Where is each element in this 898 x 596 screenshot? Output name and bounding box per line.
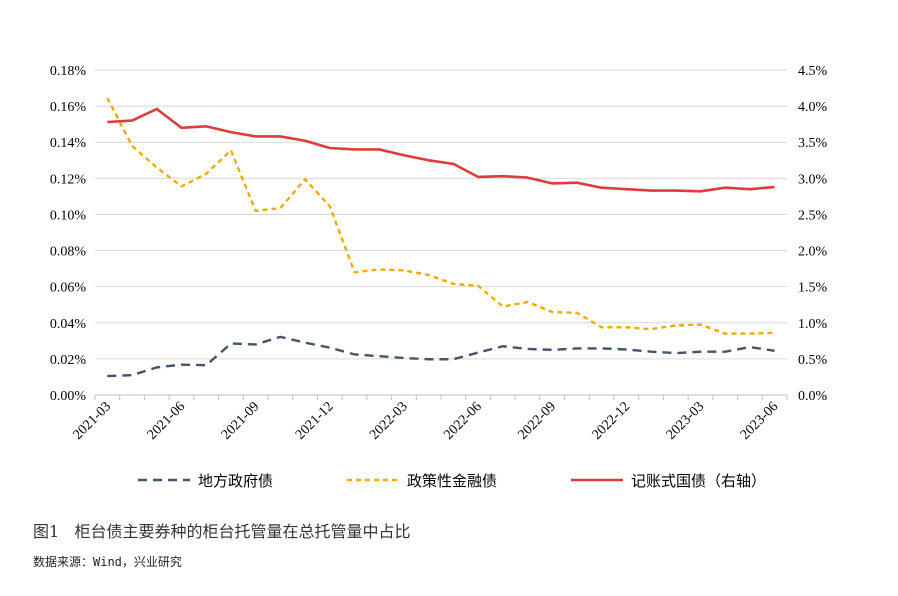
x-tick-label: 2021-12 bbox=[293, 399, 337, 443]
right-tick-label: 1.0% bbox=[798, 317, 828, 332]
x-tick-label: 2023-03 bbox=[664, 399, 708, 443]
right-tick-label: 0.5% bbox=[798, 353, 828, 368]
left-tick-label: 0.04% bbox=[50, 317, 87, 332]
right-tick-label: 3.5% bbox=[798, 136, 828, 151]
left-tick-label: 0.08% bbox=[50, 245, 87, 260]
x-tick-label: 2021-06 bbox=[145, 399, 189, 443]
left-tick-label: 0.14% bbox=[50, 136, 87, 151]
right-tick-label: 2.5% bbox=[798, 208, 828, 223]
right-tick-label: 2.0% bbox=[798, 245, 828, 260]
legend-label-1: 政策性金融债 bbox=[407, 472, 497, 490]
right-tick-label: 0.0% bbox=[798, 389, 828, 404]
right-tick-label: 3.0% bbox=[798, 172, 828, 187]
left-tick-label: 0.18% bbox=[50, 64, 87, 79]
x-tick-label: 2022-03 bbox=[367, 399, 411, 443]
series-layer bbox=[106, 97, 775, 378]
line-chart: 0.00% 0.02% 0.04% 0.06% 0.08% 0.10% 0.12% 0.14%… bbox=[50, 64, 828, 490]
left-tick-label: 0.00% bbox=[50, 389, 87, 404]
right-tick-label: 1.5% bbox=[798, 281, 828, 296]
series-line-2 bbox=[107, 107, 775, 193]
series-line-0 bbox=[107, 335, 775, 378]
left-tick-label: 0.16% bbox=[50, 100, 87, 115]
x-tick-label: 2022-09 bbox=[515, 399, 559, 443]
legend: 地方政府债 政策性金融债 记账式国债（右轴） bbox=[138, 472, 766, 490]
left-tick-label: 0.02% bbox=[50, 353, 87, 368]
data-source: 数据来源：Wind，兴业研究 bbox=[33, 555, 182, 569]
left-axis-ticks: 0.00% 0.02% 0.04% 0.06% 0.08% 0.10% 0.12% 0.14%… bbox=[50, 64, 87, 404]
left-tick-label: 0.10% bbox=[50, 208, 87, 223]
x-tick-label: 2023-06 bbox=[738, 399, 782, 443]
x-tick-label: 2022-06 bbox=[441, 399, 485, 443]
legend-label-2: 记账式国债（右轴） bbox=[631, 472, 766, 490]
legend-label-0: 地方政府债 bbox=[198, 472, 273, 490]
series-line-1 bbox=[106, 97, 775, 335]
x-tick-label: 2022-12 bbox=[590, 399, 634, 443]
figure-caption: 图1 柜台债主要券种的柜台托管量在总托管量中占比 bbox=[33, 522, 411, 541]
right-axis-ticks: 0.0% 0.5% 1.0% 1.5% 2.0% 2.5% 3.0% 3.5% 4.0% 4.5% bbox=[798, 64, 828, 404]
right-tick-label: 4.0% bbox=[798, 100, 828, 115]
x-axis: 2021-03 2021-06 2021-09 2021-12 2022-03 2022-… bbox=[71, 395, 788, 443]
chart-container: 0.00% 0.02% 0.04% 0.06% 0.08% 0.10% 0.12% 0.14%… bbox=[50, 64, 828, 490]
gridlines bbox=[95, 69, 787, 396]
left-tick-label: 0.12% bbox=[50, 172, 87, 187]
left-tick-label: 0.06% bbox=[50, 281, 87, 296]
right-tick-label: 4.5% bbox=[798, 64, 828, 79]
x-tick-label: 2021-03 bbox=[71, 399, 115, 443]
x-tick-label: 2021-09 bbox=[219, 399, 263, 443]
